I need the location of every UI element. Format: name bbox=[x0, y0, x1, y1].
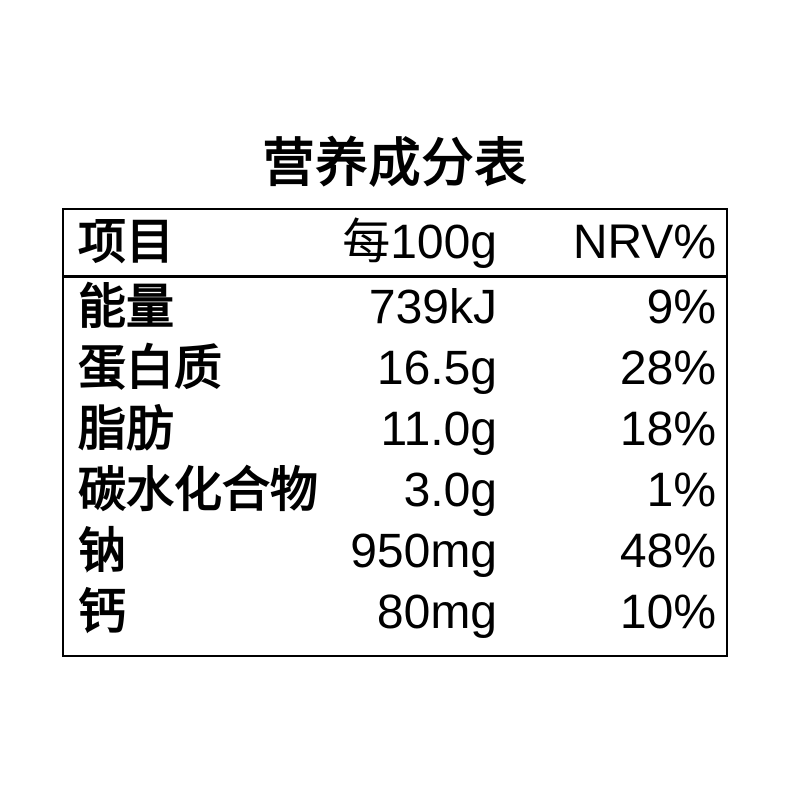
per100g-value: 11.0g bbox=[380, 403, 497, 457]
table-row: 钙 80mg 10% bbox=[64, 582, 726, 643]
page-title: 营养成分表 bbox=[262, 135, 528, 193]
table-row: 钠 950mg 48% bbox=[64, 521, 726, 582]
nrv-percent: 48% bbox=[619, 524, 716, 578]
nutrient-name: 钠 bbox=[78, 524, 127, 578]
per100g-value: 80mg bbox=[376, 585, 497, 639]
nrv-percent: 1% bbox=[646, 463, 716, 517]
nutrient-name: 蛋白质 bbox=[78, 342, 223, 396]
nutrient-name: 脂肪 bbox=[78, 403, 175, 457]
nutrient-name: 能量 bbox=[78, 281, 175, 335]
table-row: 碳水化合物 3.0g 1% bbox=[64, 460, 726, 521]
per100g-value: 739kJ bbox=[368, 281, 497, 335]
per100g-value: 3.0g bbox=[403, 463, 497, 517]
column-header-per100g: 每100g bbox=[342, 215, 497, 269]
table-row: 脂肪 11.0g 18% bbox=[64, 400, 726, 461]
column-header-nrv: NRV% bbox=[572, 215, 716, 269]
nrv-percent: 28% bbox=[619, 342, 716, 396]
nutrient-name: 钙 bbox=[78, 585, 127, 639]
nrv-percent: 18% bbox=[619, 403, 716, 457]
per100g-value: 16.5g bbox=[376, 342, 497, 396]
table-header-row: 项目 每100g NRV% bbox=[64, 210, 726, 278]
column-header-item: 项目 bbox=[78, 215, 175, 269]
table-row: 蛋白质 16.5g 28% bbox=[64, 339, 726, 400]
nutrition-table: 项目 每100g NRV% 能量 739kJ 9% 蛋白质 16.5g 28% 脂肪 11.0… bbox=[62, 208, 728, 657]
table-body: 能量 739kJ 9% 蛋白质 16.5g 28% 脂肪 11.0g 18% 碳水化合物 3.0g 1… bbox=[64, 278, 726, 655]
table-row: 能量 739kJ 9% bbox=[64, 278, 726, 339]
nrv-percent: 9% bbox=[646, 281, 716, 335]
per100g-value: 950mg bbox=[350, 524, 497, 578]
nrv-percent: 10% bbox=[619, 585, 716, 639]
nutrient-name: 碳水化合物 bbox=[78, 463, 319, 517]
